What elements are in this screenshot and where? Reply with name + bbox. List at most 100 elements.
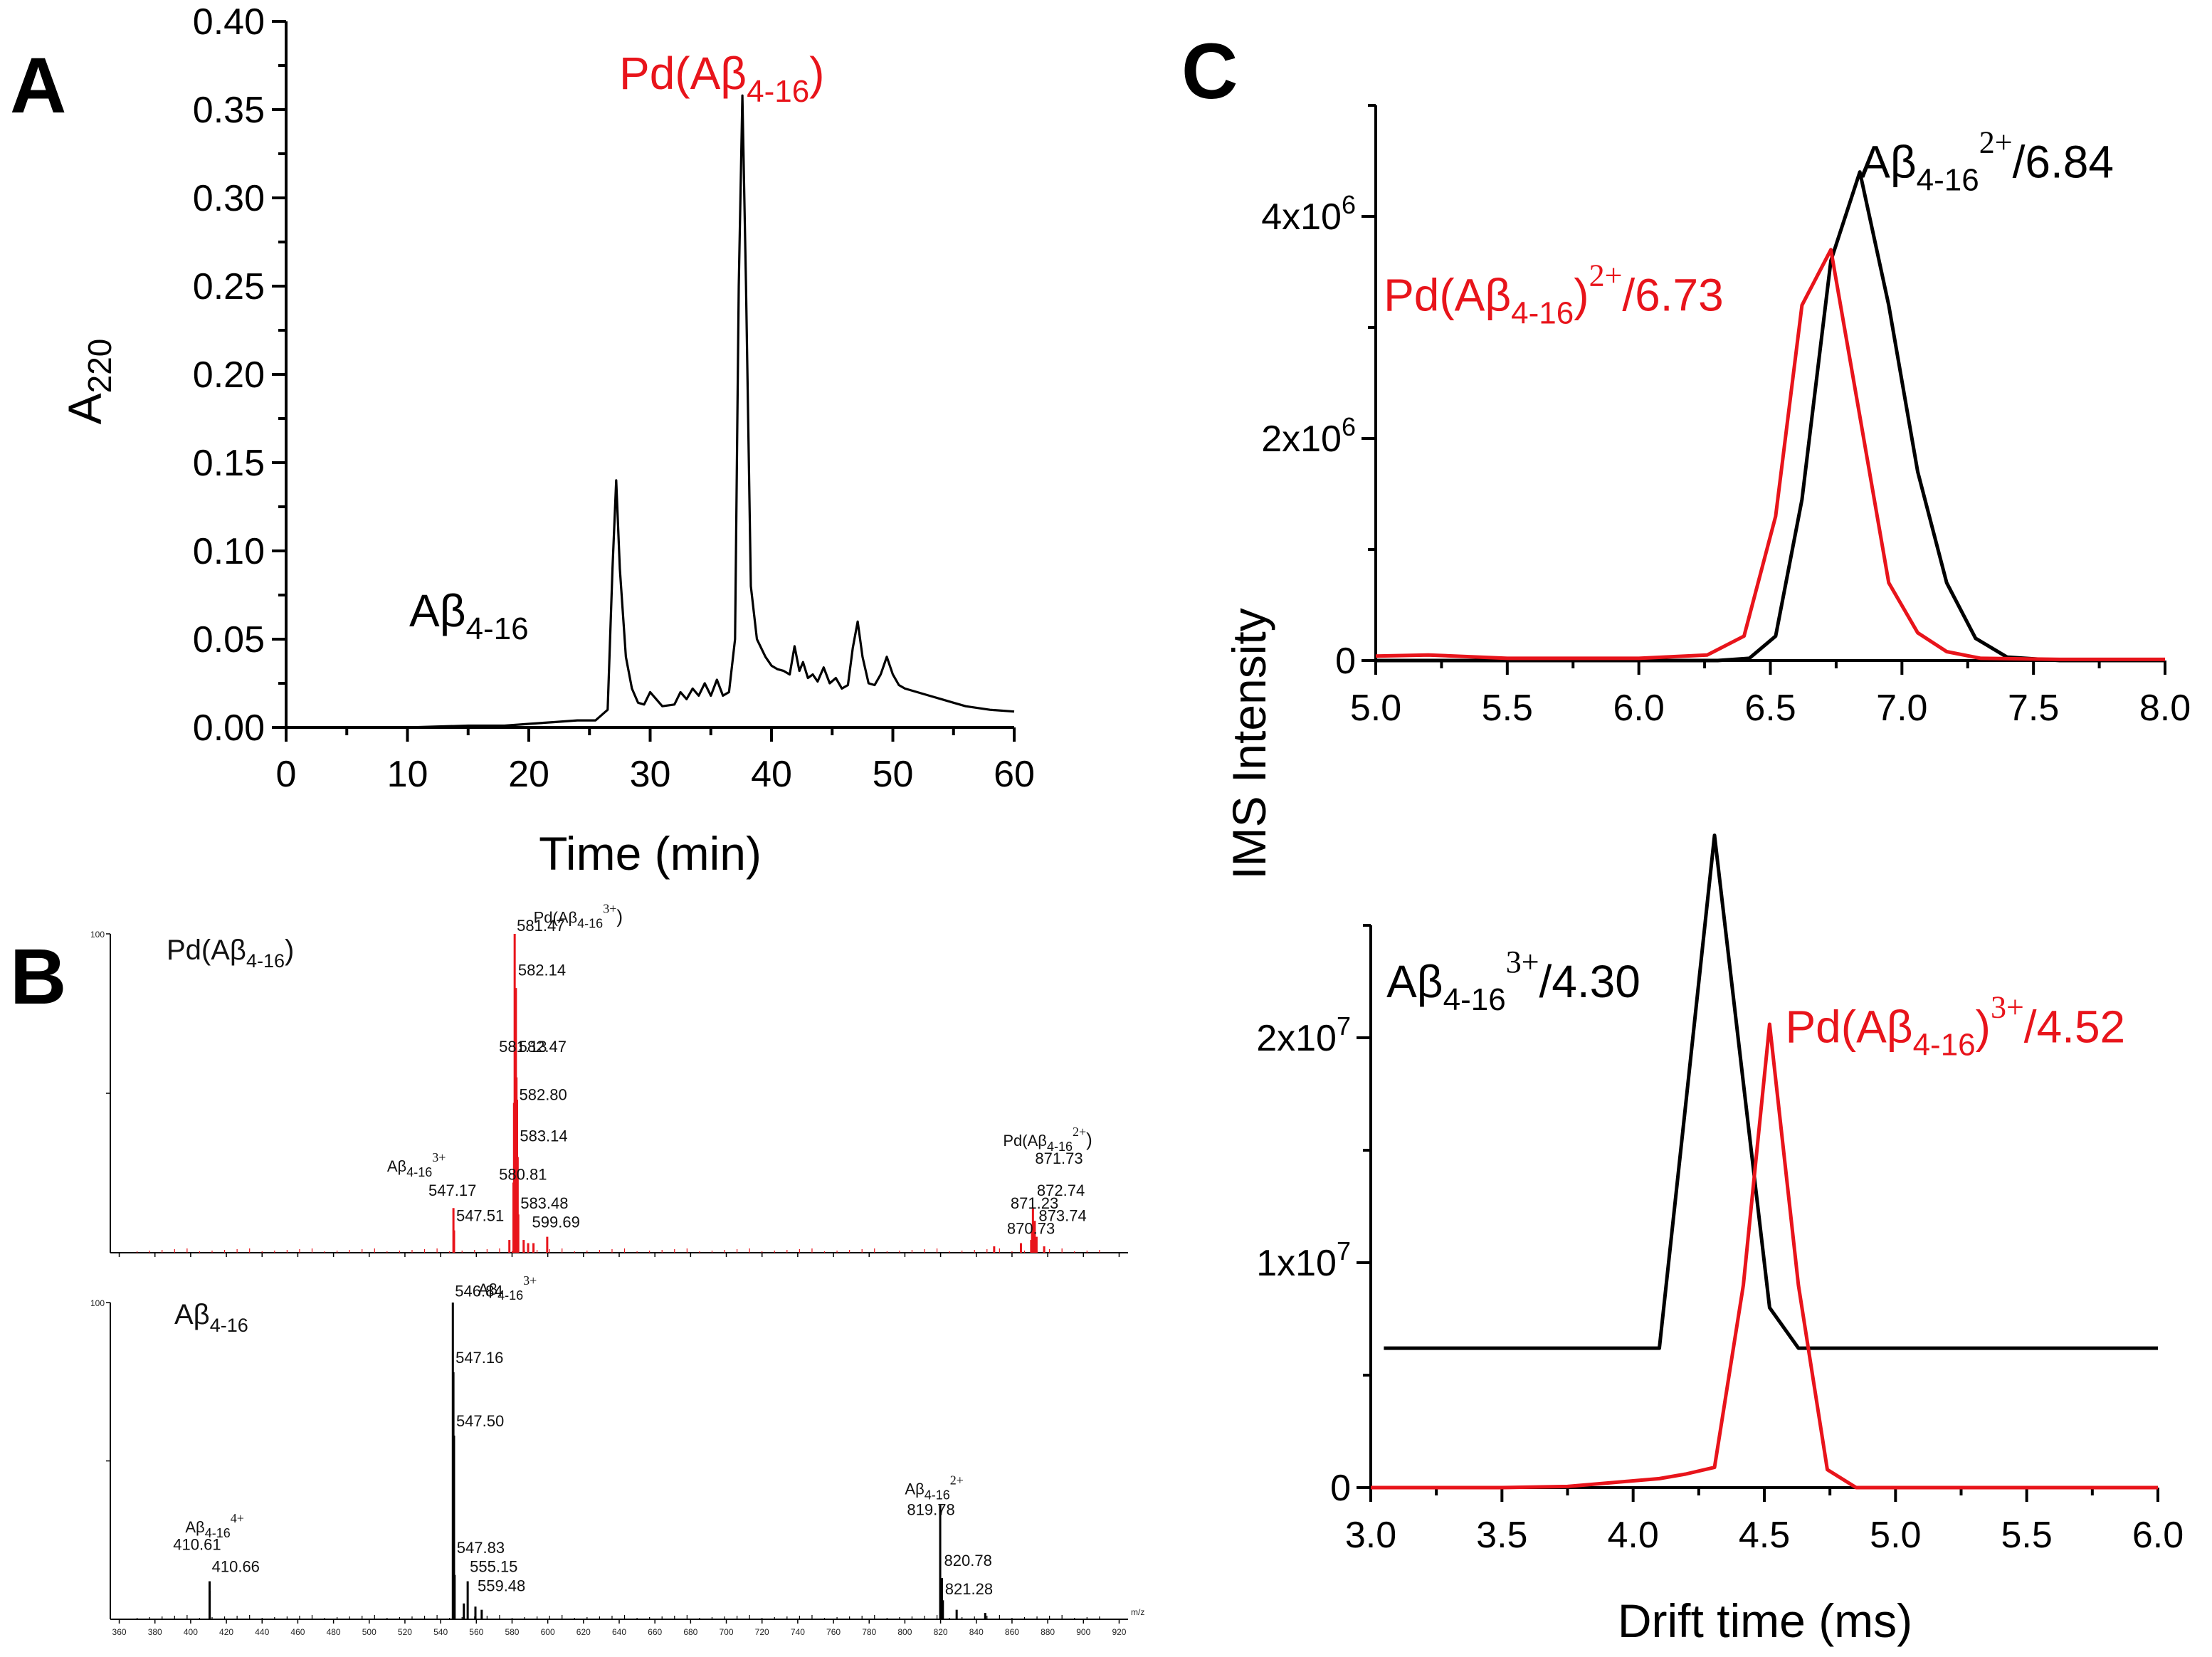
c-top-x-tick-label: 6.5 [1744,688,1796,729]
b-peak-label: 580.81 [499,1165,547,1183]
b-x-tick-label: 720 [755,1627,769,1637]
b-x-tick-label: 840 [969,1627,984,1637]
a-x-tick-label: 40 [751,754,792,795]
b-peak-label: 873.74 [1038,1207,1086,1225]
b-peak-label: 547.50 [456,1412,504,1430]
c-bot-series-line [1371,1022,2158,1490]
c-top-series-line [1375,248,2165,661]
a-y-tick-label: 0.20 [193,354,265,396]
chart-c-bottom-ims: 0 1x107 2x107 3.0 3.5 4.0 4.5 5.0 5.5 6.0 Aβ4-163+… [1256,833,2184,1647]
b-y-top-label: 100 [90,1298,105,1308]
b-x-tick-label: 440 [255,1627,269,1637]
c-bot-x-tick-label: 5.0 [1870,1515,1921,1556]
a-y-tick-label: 0.15 [193,443,265,484]
c-top-x-tick-label: 6.0 [1613,688,1665,729]
b-ion-label: Aβ4-164+ [185,1511,244,1540]
b-ion-label: Pd(Aβ4-162+) [1003,1125,1092,1154]
b-peak-label: 547.51 [456,1207,504,1225]
b-x-tick-label: 540 [433,1627,448,1637]
c-bot-y-tick-label: 1x107 [1256,1236,1351,1284]
b-peak-label: 582.47 [519,1038,567,1056]
b-x-tick-label: 740 [791,1627,805,1637]
b-x-tick-label: 400 [184,1627,198,1637]
b-peak-label: 870.73 [1007,1220,1055,1238]
b-spectrum-title: Pd(Aβ4-16) [167,935,294,972]
b-x-tick-label: 620 [576,1627,591,1637]
b-peak-label: 410.66 [212,1558,260,1576]
a-xlabel: Time (min) [539,827,762,880]
c-top-series-line [1376,170,2165,663]
b-x-tick-label: 660 [648,1627,662,1637]
b-x-tick-label: 520 [398,1627,412,1637]
b-ion-label: Pd(Aβ4-163+) [534,902,623,931]
a-series-line [286,94,1015,729]
a-y-tick-label: 0.05 [193,619,265,661]
a-y-tick-label: 0.25 [193,266,265,307]
b-x-tick-label: 600 [541,1627,555,1637]
a-x-tick-label: 10 [387,754,428,795]
panel-label-b: B [10,933,66,1021]
b-peak-label: 872.74 [1037,1182,1085,1199]
b-peak-label: 581.13 [499,1038,547,1056]
a-y-tick-label: 0.40 [193,1,265,43]
b-peak-label: 821.28 [945,1580,993,1598]
c-top-y-tick-label: 4x106 [1261,190,1356,238]
b-peak-label: 581.47 [517,917,564,935]
b-peak-label: 582.80 [519,1085,567,1103]
b-peak-label: 599.69 [532,1214,580,1231]
b-spectrum-title: Aβ4-16 [174,1299,248,1336]
b-ion-label: Aβ4-162+ [905,1473,964,1502]
chart-c-top-ims: 0 2x106 4x106 5.0 5.5 6.0 6.5 7.0 7.5 8.0 Aβ4-162+… [1261,104,2191,729]
c-top-annotation: Aβ4-162+/6.84 [1860,125,2114,197]
c-bot-x-tick-label: 3.5 [1476,1515,1527,1556]
b-x-tick-label: 860 [1005,1627,1019,1637]
a-annotation-abeta: Aβ4-16 [409,585,529,646]
b-x-tick-label: 580 [505,1627,519,1637]
a-x-tick-label: 0 [276,754,297,795]
b-ion-label: Aβ4-163+ [387,1150,446,1179]
c-bot-annotation: Aβ4-163+/4.30 [1386,945,1640,1017]
a-ylabel: A220 [58,339,118,425]
b-x-tick-label: 420 [219,1627,233,1637]
a-annotation-pd-abeta: Pd(Aβ4-16) [619,48,824,109]
b-peak-label: 820.78 [944,1552,992,1569]
b-x-tick-label: 900 [1076,1627,1090,1637]
a-x-tick-label: 50 [873,754,914,795]
a-x-tick-label: 60 [994,754,1035,795]
c-top-x-tick-label: 7.5 [2008,688,2059,729]
b-x-tick-label: 460 [290,1627,305,1637]
b-peak-label: 555.15 [470,1558,517,1576]
b-x-tick-label: 700 [720,1627,734,1637]
b-peak-label: 582.14 [518,962,566,979]
c-top-annotation: Pd(Aβ4-16)2+/6.73 [1384,258,1724,331]
c-top-x-tick-label: 7.0 [1876,688,1927,729]
b-peak-label: 871.73 [1035,1150,1083,1167]
c-bot-annotation: Pd(Aβ4-16)3+/4.52 [1785,989,2125,1062]
c-bot-y-tick-label: 0 [1330,1468,1351,1509]
b-peak-label: 871.23 [1011,1194,1058,1212]
c-top-y-tick-label: 0 [1335,641,1356,682]
b-peak-label: 583.48 [520,1194,568,1212]
b-peak-label: 583.14 [520,1127,567,1145]
c-bot-series-line [1384,833,2158,1350]
c-xlabel: Drift time (ms) [1618,1594,1912,1647]
a-x-tick-label: 30 [630,754,671,795]
b-x-tick-label: 360 [112,1627,127,1637]
b-peak-label: 546.84 [455,1283,502,1300]
b-x-tick-label: 920 [1112,1627,1126,1637]
c-bot-x-tick-label: 5.5 [2001,1515,2053,1556]
a-y-tick-label: 0.10 [193,531,265,572]
c-bot-x-tick-label: 3.0 [1345,1515,1396,1556]
c-bot-x-tick-label: 6.0 [2132,1515,2184,1556]
c-top-x-tick-label: 8.0 [2139,688,2191,729]
c-top-y-tick-label: 2x106 [1261,412,1356,460]
b-x-tick-label: 820 [934,1627,948,1637]
c-bot-y-tick-label: 2x107 [1256,1011,1351,1059]
b-x-tick-label: 760 [826,1627,841,1637]
b-x-tick-label: 500 [362,1627,376,1637]
b-y-top-label: 100 [90,930,105,940]
b-x-tick-label: 680 [683,1627,697,1637]
b-ion-label: Aβ4-163+ [478,1273,537,1303]
